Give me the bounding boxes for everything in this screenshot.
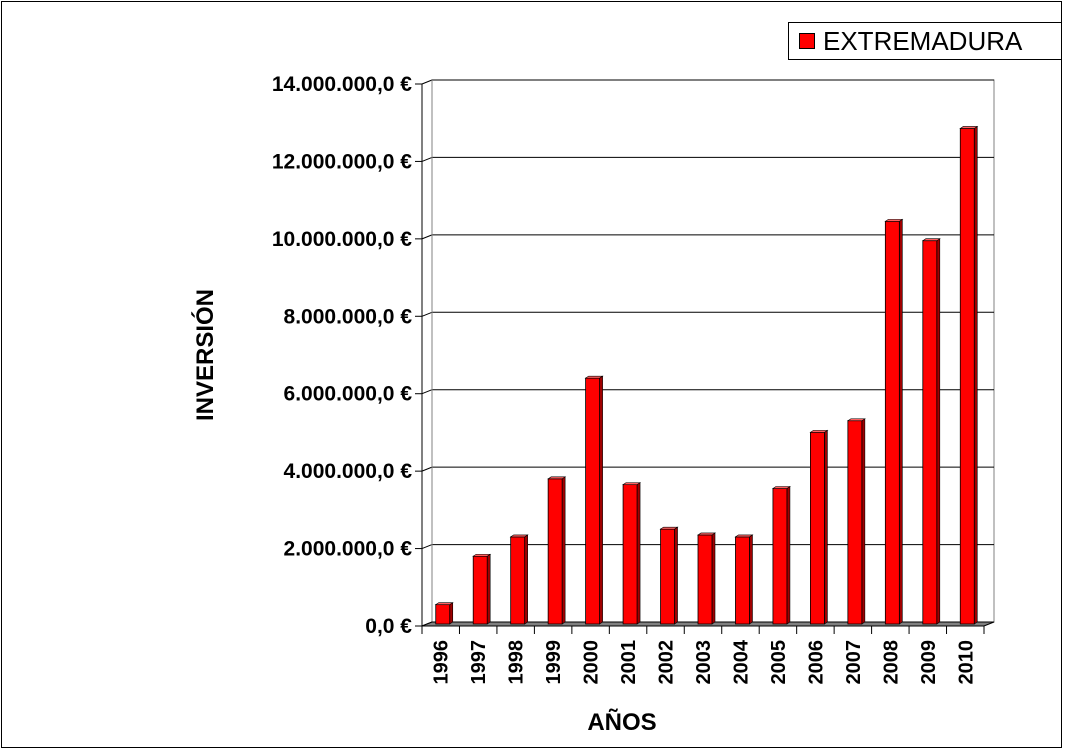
- bar-side: [899, 218, 903, 625]
- bar-front: [435, 604, 451, 625]
- bar-2008: [884, 218, 904, 625]
- bar-1997: [472, 553, 492, 625]
- legend-swatch: [799, 33, 815, 49]
- bar-2004: [734, 534, 754, 625]
- bar-side: [786, 485, 791, 625]
- bar-side: [561, 476, 566, 625]
- gridline-depth: [421, 466, 433, 472]
- bar-top: [509, 534, 529, 538]
- bar-side: [599, 375, 603, 625]
- bar-front: [884, 220, 900, 625]
- bar-2001: [622, 482, 642, 625]
- bar-2009: [921, 238, 941, 625]
- bar-front: [660, 528, 675, 625]
- bar-side: [824, 429, 828, 625]
- bar-2003: [697, 532, 716, 625]
- y-tick-label: 6.000.000,0 €: [284, 383, 413, 406]
- x-tick-label: 2009: [918, 640, 940, 685]
- gridline-depth: [421, 79, 433, 85]
- y-tick-label: 2.000.000,0 €: [284, 538, 413, 561]
- bar-front: [547, 478, 563, 625]
- bar-top: [659, 526, 679, 530]
- bar-front: [810, 431, 825, 625]
- x-tick-label: 2006: [805, 640, 827, 685]
- bar-top: [547, 476, 567, 480]
- bar-top: [846, 418, 866, 422]
- x-tick-label: 2005: [768, 640, 790, 685]
- x-tick-label: 1996: [431, 640, 453, 685]
- bar-front: [510, 536, 526, 625]
- bar-top: [434, 602, 454, 605]
- bar-top: [959, 126, 979, 129]
- bar-side: [449, 602, 454, 625]
- bar-top: [472, 553, 492, 557]
- x-tick-label: 1999: [543, 640, 565, 685]
- bar-front: [622, 484, 638, 625]
- y-tick-label: 4.000.000,0 €: [284, 460, 413, 483]
- bars: [434, 125, 979, 625]
- bar-front: [735, 536, 750, 625]
- bar-front: [585, 377, 600, 625]
- bar-1999: [547, 476, 567, 625]
- gridline-depth: [421, 544, 433, 550]
- bar-side: [486, 553, 491, 625]
- bar-2007: [846, 418, 866, 625]
- bar-top: [622, 482, 642, 485]
- bar-2005: [771, 485, 791, 625]
- x-tick-label: 2002: [656, 640, 678, 685]
- bar-top: [584, 375, 604, 379]
- x-tick-label: 1997: [468, 640, 490, 685]
- bar-1998: [509, 534, 529, 625]
- bar-side: [674, 526, 678, 625]
- bar-side: [861, 418, 866, 625]
- x-tick-label: 2001: [618, 640, 640, 685]
- y-tick-label: 0,0 €: [365, 615, 412, 638]
- x-tick-label: 2004: [730, 639, 752, 684]
- bar-front: [847, 420, 863, 625]
- bar-side: [636, 482, 641, 625]
- bar-2000: [584, 375, 604, 625]
- bar-front: [472, 555, 488, 625]
- bar-2006: [809, 429, 829, 625]
- bar-side: [973, 125, 978, 625]
- bar-front: [697, 534, 713, 625]
- bar-1996: [434, 602, 454, 625]
- legend-label-extremadura: EXTREMADURA: [823, 25, 1023, 56]
- bar-front: [772, 488, 788, 625]
- y-tick-labels: 0,0 € 2.000.000,0 € 4.000.000,0 € 6.000.000…: [272, 73, 412, 638]
- bar-top: [921, 238, 941, 242]
- y-tick-label: 14.000.000,0 €: [272, 73, 412, 96]
- bar-top: [771, 486, 791, 489]
- x-tick-label: 2003: [693, 640, 715, 685]
- y-axis-title: INVERSIÓN: [191, 289, 219, 421]
- legend: EXTREMADURA: [788, 22, 1062, 60]
- x-tick-label: 2008: [880, 640, 902, 685]
- bar-side: [936, 238, 941, 625]
- x-tick-label: 1998: [506, 640, 528, 685]
- bar-top: [697, 532, 716, 536]
- bar-side: [524, 534, 528, 625]
- bar-front: [922, 240, 938, 625]
- x-tick-label: 2010: [955, 640, 977, 685]
- bar-side: [711, 532, 716, 625]
- bar-top: [734, 534, 754, 538]
- x-tick-labels: 1996 1997 1998 1999 2000 2001 2002 2003 2004 2005…: [431, 639, 978, 684]
- bar-side: [749, 534, 753, 625]
- x-tick-label: 2007: [843, 640, 865, 685]
- bar-front: [959, 128, 975, 625]
- gridline-depth: [421, 311, 433, 317]
- bar-top: [809, 430, 829, 433]
- bar-top: [884, 219, 904, 222]
- gridline-depth: [421, 234, 433, 240]
- x-tick-label: 2000: [581, 640, 603, 685]
- gridline-depth: [421, 389, 433, 395]
- y-tick-label: 8.000.000,0 €: [284, 305, 413, 328]
- gridline-depth: [421, 156, 433, 162]
- x-axis-title: AÑOS: [587, 708, 656, 736]
- bar-2010: [959, 125, 979, 625]
- y-tick-label: 12.000.000,0 €: [272, 150, 412, 173]
- y-tick-label: 10.000.000,0 €: [272, 228, 412, 251]
- bar-2002: [659, 526, 679, 625]
